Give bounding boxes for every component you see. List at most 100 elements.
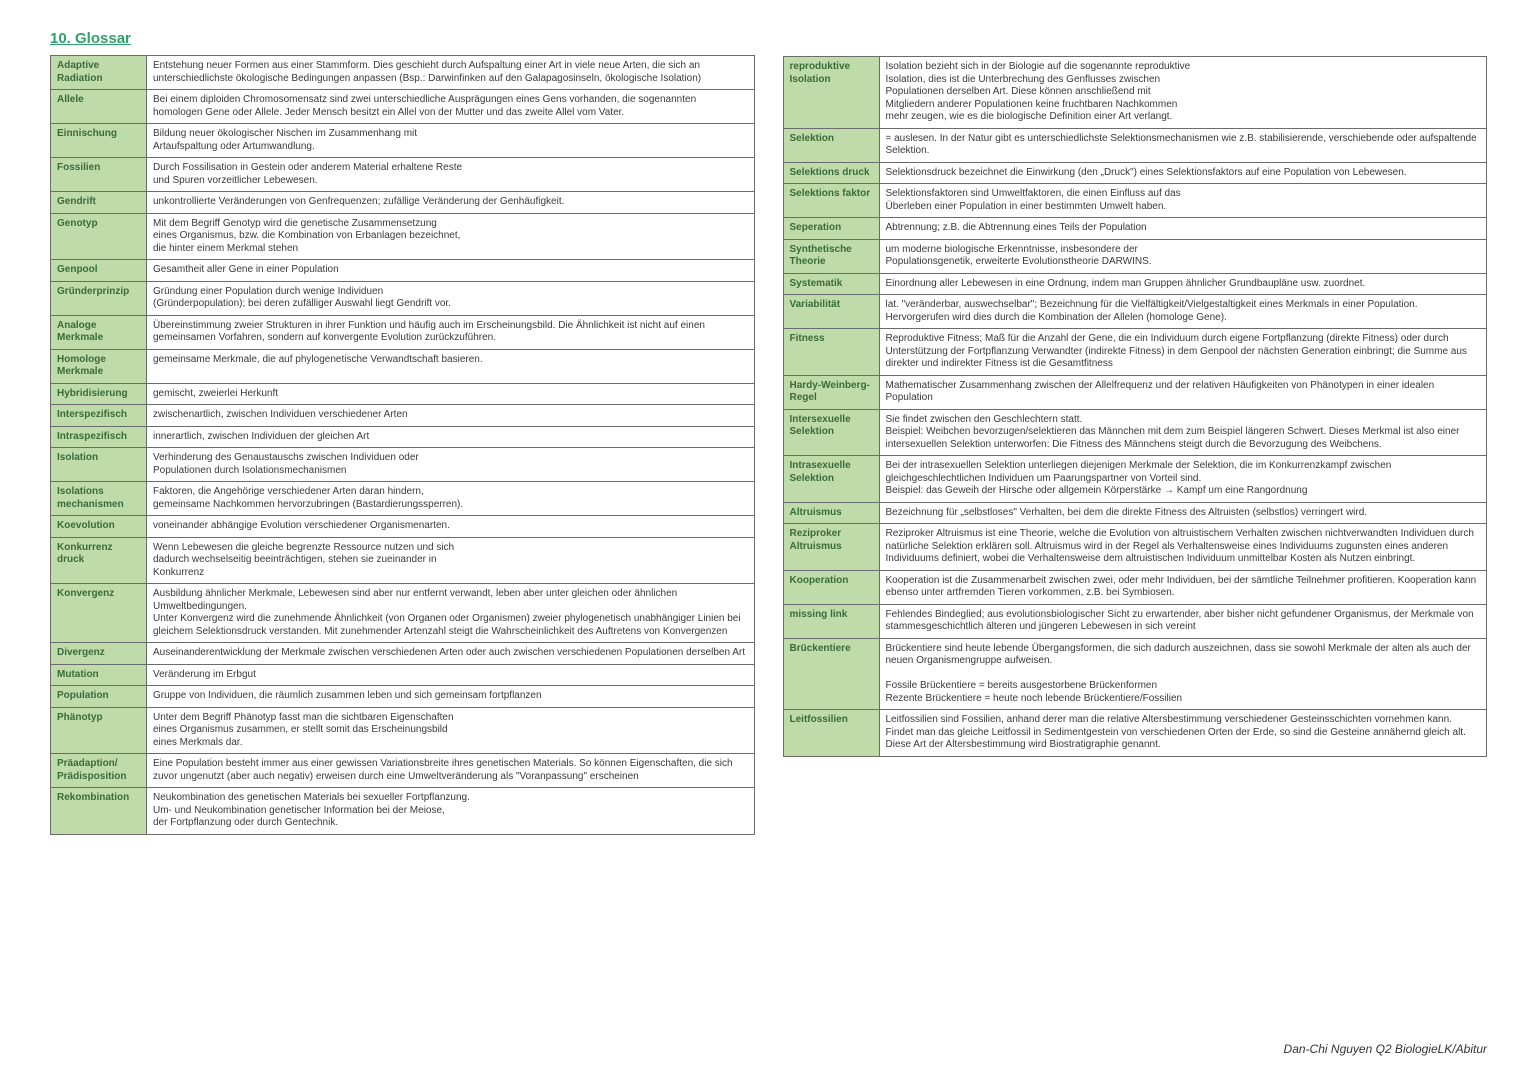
glossary-definition: Auseinanderentwicklung der Merkmale zwis… xyxy=(147,643,755,665)
glossary-term: Selektions faktor xyxy=(783,184,879,218)
glossary-definition: unkontrollierte Veränderungen von Genfre… xyxy=(147,192,755,214)
glossary-term: Seperation xyxy=(783,218,879,240)
glossary-row: IsolationVerhinderung des Genaustauschs … xyxy=(51,448,755,482)
glossary-row: RekombinationNeukombination des genetisc… xyxy=(51,788,755,835)
glossary-definition: zwischenartlich, zwischen Individuen ver… xyxy=(147,405,755,427)
glossary-row: EinnischungBildung neuer ökologischer Ni… xyxy=(51,124,755,158)
glossary-table-left: Adaptive RadiationEntstehung neuer Forme… xyxy=(50,55,755,835)
right-column: reproduktive IsolationIsolation bezieht … xyxy=(783,30,1488,1056)
glossary-definition: Leitfossilien sind Fossilien, anhand der… xyxy=(879,710,1487,757)
glossary-term: Isolation xyxy=(51,448,147,482)
glossary-term: Kooperation xyxy=(783,570,879,604)
page-root: 10. Glossar Adaptive RadiationEntstehung… xyxy=(0,0,1527,1080)
glossary-definition: Sie findet zwischen den Geschlechtern st… xyxy=(879,409,1487,456)
glossary-term: Genpool xyxy=(51,260,147,282)
glossary-definition: Unter dem Begriff Phänotyp fasst man die… xyxy=(147,707,755,754)
glossary-term: Präadaption/ Prädisposition xyxy=(51,754,147,788)
glossary-definition: Einordnung aller Lebewesen in eine Ordnu… xyxy=(879,273,1487,295)
glossary-term: Fitness xyxy=(783,329,879,376)
glossary-definition: innerartlich, zwischen Individuen der gl… xyxy=(147,426,755,448)
glossary-term: Isolations mechanismen xyxy=(51,482,147,516)
glossary-row: FitnessReproduktive Fitness; Maß für die… xyxy=(783,329,1487,376)
glossary-term: Divergenz xyxy=(51,643,147,665)
glossary-row: MutationVeränderung im Erbgut xyxy=(51,664,755,686)
glossary-row: Intraspezifischinnerartlich, zwischen In… xyxy=(51,426,755,448)
glossary-row: AlleleBei einem diploiden Chromosomensat… xyxy=(51,90,755,124)
glossary-term: Hybridisierung xyxy=(51,383,147,405)
glossary-row: Selektion= auslesen. In der Natur gibt e… xyxy=(783,128,1487,162)
glossary-term: Intersexuelle Selektion xyxy=(783,409,879,456)
glossary-row: Synthetische Theorieum moderne biologisc… xyxy=(783,239,1487,273)
glossary-definition: Isolation bezieht sich in der Biologie a… xyxy=(879,57,1487,129)
glossary-term: Intraspezifisch xyxy=(51,426,147,448)
glossary-term: missing link xyxy=(783,604,879,638)
glossary-row: Analoge MerkmaleÜbereinstimmung zweier S… xyxy=(51,315,755,349)
glossary-term: Intrasexuelle Selektion xyxy=(783,456,879,503)
glossary-term: Homologe Merkmale xyxy=(51,349,147,383)
glossary-definition: Neukombination des genetischen Materials… xyxy=(147,788,755,835)
glossary-row: Reziproker AltruismusReziproker Altruism… xyxy=(783,524,1487,571)
glossary-definition: Brückentiere sind heute lebende Übergang… xyxy=(879,638,1487,710)
glossary-definition: Reproduktive Fitness; Maß für die Anzahl… xyxy=(879,329,1487,376)
glossary-definition: Mathematischer Zusammenhang zwischen der… xyxy=(879,375,1487,409)
glossary-term: Phänotyp xyxy=(51,707,147,754)
glossary-row: LeitfossilienLeitfossilien sind Fossilie… xyxy=(783,710,1487,757)
glossary-term: Koevolution xyxy=(51,516,147,538)
glossary-term: Systematik xyxy=(783,273,879,295)
glossary-row: GenotypMit dem Begriff Genotyp wird die … xyxy=(51,213,755,260)
glossary-term: Fossilien xyxy=(51,158,147,192)
glossary-definition: Bezeichnung für „selbstloses" Verhalten,… xyxy=(879,502,1487,524)
glossary-row: PopulationGruppe von Individuen, die räu… xyxy=(51,686,755,708)
glossary-term: Selektions druck xyxy=(783,162,879,184)
glossary-definition: Bildung neuer ökologischer Nischen im Zu… xyxy=(147,124,755,158)
glossary-row: SeperationAbtrennung; z.B. die Abtrennun… xyxy=(783,218,1487,240)
glossary-definition: Gründung einer Population durch wenige I… xyxy=(147,281,755,315)
glossary-term: Brückentiere xyxy=(783,638,879,710)
glossary-definition: Fehlendes Bindeglied; aus evolutionsbiol… xyxy=(879,604,1487,638)
glossary-term: Konvergenz xyxy=(51,584,147,643)
glossary-term: Rekombination xyxy=(51,788,147,835)
glossary-term: Variabilität xyxy=(783,295,879,329)
glossary-row: Variabilitätlat. "veränderbar, auswechse… xyxy=(783,295,1487,329)
glossary-table-right: reproduktive IsolationIsolation bezieht … xyxy=(783,56,1488,757)
glossary-row: Adaptive RadiationEntstehung neuer Forme… xyxy=(51,56,755,90)
glossary-definition: Bei einem diploiden Chromosomensatz sind… xyxy=(147,90,755,124)
glossary-row: BrückentiereBrückentiere sind heute lebe… xyxy=(783,638,1487,710)
glossary-term: Einnischung xyxy=(51,124,147,158)
glossary-row: Hardy-Weinberg-RegelMathematischer Zusam… xyxy=(783,375,1487,409)
glossary-row: KooperationKooperation ist die Zusammena… xyxy=(783,570,1487,604)
glossary-row: Gendriftunkontrollierte Veränderungen vo… xyxy=(51,192,755,214)
glossary-definition: voneinander abhängige Evolution verschie… xyxy=(147,516,755,538)
glossary-definition: Entstehung neuer Formen aus einer Stammf… xyxy=(147,56,755,90)
glossary-row: DivergenzAuseinanderentwicklung der Merk… xyxy=(51,643,755,665)
glossary-row: Intrasexuelle SelektionBei der intrasexu… xyxy=(783,456,1487,503)
glossary-definition: Übereinstimmung zweier Strukturen in ihr… xyxy=(147,315,755,349)
page-footer: Dan-Chi Nguyen Q2 BiologieLK/Abitur xyxy=(783,1032,1488,1056)
glossary-definition: Durch Fossilisation in Gestein oder ande… xyxy=(147,158,755,192)
glossary-term: Population xyxy=(51,686,147,708)
glossary-row: GenpoolGesamtheit aller Gene in einer Po… xyxy=(51,260,755,282)
glossary-row: PhänotypUnter dem Begriff Phänotyp fasst… xyxy=(51,707,755,754)
glossary-definition: Ausbildung ähnlicher Merkmale, Lebewesen… xyxy=(147,584,755,643)
glossary-definition: um moderne biologische Erkenntnisse, ins… xyxy=(879,239,1487,273)
glossary-definition: gemischt, zweierlei Herkunft xyxy=(147,383,755,405)
glossary-term: Reziproker Altruismus xyxy=(783,524,879,571)
glossary-row: reproduktive IsolationIsolation bezieht … xyxy=(783,57,1487,129)
glossary-row: missing linkFehlendes Bindeglied; aus ev… xyxy=(783,604,1487,638)
left-column: 10. Glossar Adaptive RadiationEntstehung… xyxy=(50,30,755,1056)
glossary-term: Synthetische Theorie xyxy=(783,239,879,273)
glossary-term: Allele xyxy=(51,90,147,124)
glossary-definition: Veränderung im Erbgut xyxy=(147,664,755,686)
glossary-row: Intersexuelle SelektionSie findet zwisch… xyxy=(783,409,1487,456)
glossary-definition: Selektionsfaktoren sind Umweltfaktoren, … xyxy=(879,184,1487,218)
glossary-row: KonvergenzAusbildung ähnlicher Merkmale,… xyxy=(51,584,755,643)
glossary-term: Altruismus xyxy=(783,502,879,524)
glossary-definition: Selektionsdruck bezeichnet die Einwirkun… xyxy=(879,162,1487,184)
glossary-row: Selektions faktorSelektionsfaktoren sind… xyxy=(783,184,1487,218)
glossary-definition: Gesamtheit aller Gene in einer Populatio… xyxy=(147,260,755,282)
glossary-row: Konkurrenz druckWenn Lebewesen die gleic… xyxy=(51,537,755,584)
glossary-definition: gemeinsame Merkmale, die auf phylogeneti… xyxy=(147,349,755,383)
glossary-term: Selektion xyxy=(783,128,879,162)
glossary-definition: lat. "veränderbar, auswechselbar"; Bezei… xyxy=(879,295,1487,329)
glossary-row: FossilienDurch Fossilisation in Gestein … xyxy=(51,158,755,192)
